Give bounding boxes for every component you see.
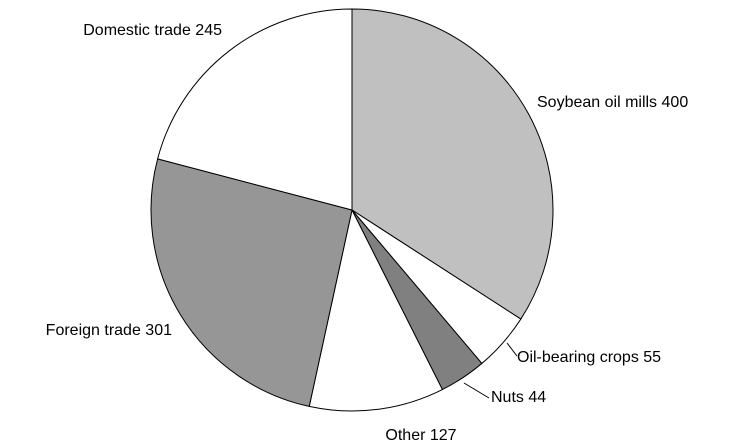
pie-slice	[308, 208, 444, 412]
leader-line	[506, 342, 518, 357]
slice-label-value: 301	[145, 322, 172, 339]
slice-label-name: Foreign trade	[46, 322, 141, 339]
slice-label: Foreign trade 301	[46, 322, 172, 339]
slice-label-name: Nuts	[491, 389, 524, 406]
slice-label-name: Domestic trade	[83, 22, 191, 39]
pie-slice	[150, 158, 353, 407]
slice-label: Oil-bearing crops 55	[517, 349, 661, 366]
slice-label-name: Other	[385, 427, 426, 444]
slice-label-value: 44	[528, 389, 546, 406]
slice-label-value: 400	[662, 94, 689, 111]
slice-label: Soybean oil mills 400	[537, 94, 688, 111]
pie-slice	[351, 8, 554, 320]
pie-slice	[157, 8, 353, 211]
slice-label-value: 245	[195, 22, 222, 39]
slice-label-name: Oil-bearing crops	[517, 349, 639, 366]
slice-label-name: Soybean oil mills	[537, 94, 657, 111]
slice-label: Nuts 44	[491, 389, 546, 406]
slice-label: Other 127	[385, 427, 456, 444]
slice-label-value: 127	[430, 427, 457, 444]
slice-label-value: 55	[643, 349, 661, 366]
leader-line	[463, 382, 490, 399]
slice-label: Domestic trade 245	[83, 22, 222, 39]
